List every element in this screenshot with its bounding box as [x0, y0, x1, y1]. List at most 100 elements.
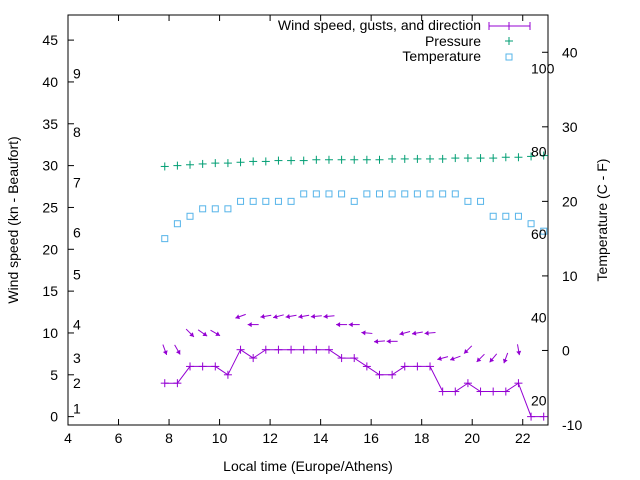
pressure-point	[375, 155, 384, 164]
beaufort-label: 4	[73, 317, 81, 333]
x-tick-label: 8	[165, 430, 173, 446]
beaufort-label: 3	[73, 350, 81, 366]
gust-arrow	[323, 313, 335, 319]
fahrenheit-label: 40	[531, 310, 547, 326]
pressure-point	[160, 162, 169, 171]
y-tick-label: 5	[50, 367, 58, 383]
temperature-point	[413, 190, 421, 198]
temperature-point	[350, 197, 358, 205]
temperature-point	[502, 212, 510, 220]
pressure-point	[463, 154, 472, 163]
wind-speed-point	[375, 370, 384, 379]
pressure-point	[527, 152, 536, 161]
gust-arrow	[411, 330, 423, 336]
x-tick-label: 4	[64, 430, 72, 446]
wind-speed-point	[173, 379, 182, 388]
temperature-point	[464, 197, 472, 205]
temperature-point	[173, 220, 181, 228]
x-tick-label: 14	[313, 430, 329, 446]
pressure-point	[451, 154, 460, 163]
temperature-point	[477, 197, 485, 205]
wind-speed-point	[514, 379, 523, 388]
beaufort-label: 2	[73, 375, 81, 391]
temperature-point	[363, 190, 371, 198]
temperature-point	[237, 197, 245, 205]
x-tick-label: 20	[464, 430, 480, 446]
temperature-point	[274, 197, 282, 205]
gust-arrow	[489, 353, 498, 363]
gust-arrow	[424, 330, 436, 336]
pressure-point	[223, 159, 232, 168]
y-tick-label: 30	[42, 158, 58, 174]
wind-speed-point	[539, 412, 548, 421]
gust-arrow	[260, 314, 272, 319]
pressure-point	[362, 155, 371, 164]
wind-speed-point	[489, 387, 498, 396]
wind-speed-point	[223, 370, 232, 379]
beaufort-label: 1	[73, 400, 81, 416]
gust-arrow	[437, 356, 449, 361]
wind-speed-point	[337, 354, 346, 363]
wind-speed-point	[312, 345, 321, 354]
temperature-point	[540, 227, 548, 235]
legend-label-wind: Wind speed, gusts, and direction	[278, 17, 481, 33]
beaufort-label: 6	[73, 225, 81, 241]
temperature-point	[249, 197, 257, 205]
wind-speed-point	[350, 354, 359, 363]
gust-arrow	[210, 329, 221, 337]
gust-arrow	[449, 355, 461, 361]
wind-speed-point	[198, 362, 207, 371]
beaufort-label: 7	[73, 174, 81, 190]
y-axis-label: Wind speed (kn - Beaufort)	[5, 136, 21, 303]
gust-arrow	[285, 314, 297, 319]
pressure-point	[312, 155, 321, 164]
plot-frame	[67, 14, 549, 426]
gust-arrow	[336, 322, 348, 328]
gust-arrow	[463, 345, 473, 354]
y-tick-label: 15	[42, 283, 58, 299]
wind-speed-point	[388, 370, 397, 379]
x-tick-label: 6	[115, 430, 123, 446]
gust-arrow	[373, 338, 386, 344]
pressure-point	[438, 154, 447, 163]
pressure-point	[261, 157, 270, 166]
wind-speed-point	[211, 362, 220, 371]
gust-arrow	[247, 322, 259, 328]
pressure-point	[211, 159, 220, 168]
wind-speed-point	[527, 412, 536, 421]
beaufort-label: 9	[73, 66, 81, 82]
fahrenheit-label: 100	[531, 61, 555, 77]
x-tick-label: 16	[363, 430, 379, 446]
wind-speed-point	[451, 387, 460, 396]
gust-arrow	[361, 330, 373, 336]
y-tick-label: 0	[50, 409, 58, 425]
x-axis-label: Local time (Europe/Athens)	[223, 458, 393, 474]
temperature-point	[489, 212, 497, 220]
temperature-point	[287, 197, 295, 205]
legend-label-temperature: Temperature	[402, 48, 481, 64]
gust-arrow	[185, 328, 195, 338]
temperature-point	[161, 235, 169, 243]
pressure-point	[400, 154, 409, 163]
y2-tick-label: 10	[562, 268, 578, 284]
y-tick-label: 45	[42, 32, 58, 48]
temperature-point	[300, 190, 308, 198]
pressure-point	[299, 156, 308, 165]
wind-speed-point	[287, 345, 296, 354]
y2-tick-label: 40	[562, 44, 578, 60]
pressure-point	[489, 154, 498, 163]
y2-tick-label: -10	[562, 417, 582, 433]
x-tick-label: 10	[212, 430, 228, 446]
y-tick-label: 25	[42, 199, 58, 215]
pressure-point	[476, 154, 485, 163]
wind-speed-point	[438, 387, 447, 396]
gust-arrow	[348, 322, 360, 328]
wind-speed-point	[463, 379, 472, 388]
pressure-point	[337, 155, 346, 164]
fahrenheit-label: 80	[531, 143, 547, 159]
temperature-point	[439, 190, 447, 198]
pressure-point	[539, 151, 548, 160]
y-tick-label: 20	[42, 241, 58, 257]
temperature-point	[401, 190, 409, 198]
